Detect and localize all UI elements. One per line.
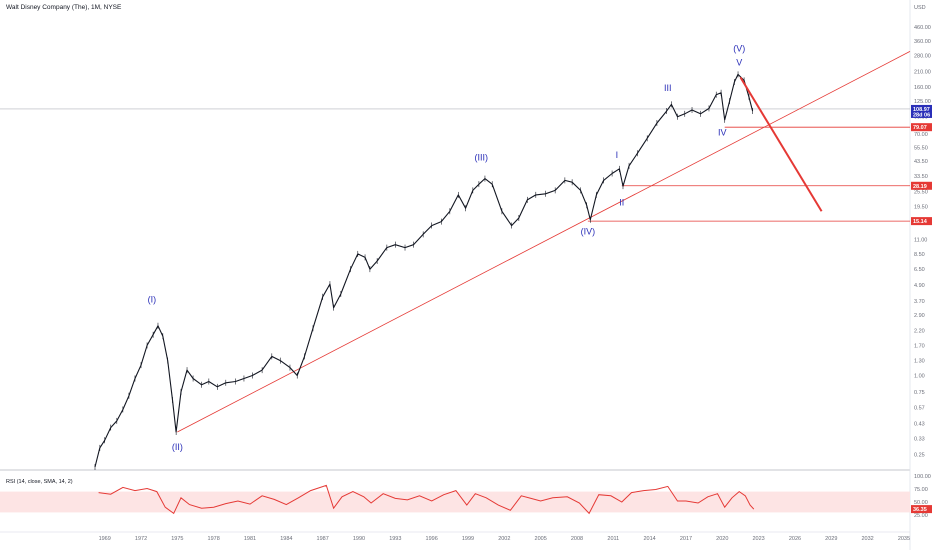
price-tag-badge xyxy=(911,104,932,118)
y-tick-label: 125.00 xyxy=(914,99,931,105)
price-tag-badge xyxy=(911,217,932,226)
wave-label: (I) xyxy=(148,295,157,305)
x-tick-label: 1978 xyxy=(208,536,220,542)
y-tick-label: 70.00 xyxy=(914,132,928,138)
x-tick-label: 2026 xyxy=(789,536,801,542)
y-tick-label: 55.50 xyxy=(914,145,928,151)
y-tick-label: 43.50 xyxy=(914,159,928,165)
x-tick-label: 2008 xyxy=(571,536,583,542)
price-tag-sublabel: 28d 06 xyxy=(913,112,930,118)
wave-label: III xyxy=(664,83,672,93)
x-tick-label: 1972 xyxy=(135,536,147,542)
y-tick-label: 280.00 xyxy=(914,53,931,59)
x-tick-label: 1993 xyxy=(389,536,401,542)
x-tick-label: 1975 xyxy=(171,536,183,542)
y-tick-label: 33.50 xyxy=(914,174,928,180)
x-tick-label: 2035 xyxy=(898,536,910,542)
x-tick-label: 1987 xyxy=(317,536,329,542)
x-tick-label: 1996 xyxy=(426,536,438,542)
y-tick-label: 0.43 xyxy=(914,421,925,427)
wave-label: V xyxy=(736,57,742,67)
x-tick-label: 2032 xyxy=(861,536,873,542)
y-tick-label: 160.00 xyxy=(914,85,931,91)
price-tag-label: 79.07 xyxy=(913,125,927,131)
y-tick-label: 2.90 xyxy=(914,313,925,319)
y-tick-label: 19.50 xyxy=(914,205,928,211)
rsi-y-tick-label: 75.00 xyxy=(914,487,928,493)
rsi-current-badge xyxy=(911,505,932,514)
x-tick-label: 2011 xyxy=(607,536,619,542)
y-tick-label: 210.00 xyxy=(914,70,931,76)
x-tick-label: 2017 xyxy=(680,536,692,542)
price-tag-label: 108.97 xyxy=(913,107,930,113)
x-tick-label: 1990 xyxy=(353,536,365,542)
x-tick-label: 2005 xyxy=(535,536,547,542)
y-tick-label: 0.57 xyxy=(914,405,925,411)
rsi-line xyxy=(98,484,755,515)
wave-label: (V) xyxy=(733,43,745,53)
y-tick-label: 2.20 xyxy=(914,329,925,335)
x-tick-label: 2023 xyxy=(753,536,765,542)
x-tick-label: 2002 xyxy=(498,536,510,542)
y-tick-label: 25.50 xyxy=(914,189,928,195)
wave-label: (IV) xyxy=(581,226,596,236)
price-tag-badge xyxy=(911,123,932,132)
y-tick-label: 11.00 xyxy=(914,237,927,243)
support-trendline xyxy=(177,51,911,433)
wave-label: (II) xyxy=(172,442,183,452)
x-tick-label: 2020 xyxy=(716,536,728,542)
rsi-indicator-label: RSI (14, close, SMA, 14, 2) xyxy=(6,479,73,485)
rsi-y-tick-label: 25.00 xyxy=(914,513,928,519)
wave-label: IV xyxy=(718,128,727,138)
wave-label: II xyxy=(619,197,624,207)
x-tick-label: 2014 xyxy=(644,536,656,542)
price-series-line xyxy=(94,73,754,468)
y-tick-label: 6.50 xyxy=(914,267,925,273)
y-tick-label: 0.75 xyxy=(914,390,925,396)
y-tick-label: 1.30 xyxy=(914,359,925,365)
wave-label: I xyxy=(616,150,619,160)
y-axis-unit-label: USD xyxy=(914,5,926,11)
x-tick-label: 1999 xyxy=(462,536,474,542)
y-tick-label: 3.70 xyxy=(914,299,925,305)
rsi-current-label: 36.35 xyxy=(913,507,927,513)
rsi-band xyxy=(0,491,910,513)
y-tick-label: 1.00 xyxy=(914,374,925,380)
price-tag-badge xyxy=(911,181,932,190)
price-tag-label: 28.19 xyxy=(913,184,927,190)
y-tick-label: 1.70 xyxy=(914,343,925,349)
y-tick-label: 0.25 xyxy=(914,452,925,458)
y-tick-label: 8.50 xyxy=(914,252,925,258)
x-tick-label: 1981 xyxy=(244,536,256,542)
y-tick-label: 4.90 xyxy=(914,283,925,289)
price-tag-label: 15.14 xyxy=(913,219,928,225)
rsi-y-tick-label: 100.00 xyxy=(914,474,931,480)
projection-line xyxy=(739,76,823,212)
y-tick-label: 360.00 xyxy=(914,39,931,45)
wave-label: (III) xyxy=(475,152,489,162)
x-tick-label: 1984 xyxy=(280,536,292,542)
x-tick-label: 2029 xyxy=(825,536,837,542)
rsi-y-tick-label: 50.00 xyxy=(914,500,928,506)
chart-title: Walt Disney Company (The), 1M, NYSE xyxy=(6,4,122,11)
x-tick-label: 1969 xyxy=(99,536,111,542)
y-tick-label: 460.00 xyxy=(914,25,931,31)
y-tick-label: 0.33 xyxy=(914,437,925,443)
